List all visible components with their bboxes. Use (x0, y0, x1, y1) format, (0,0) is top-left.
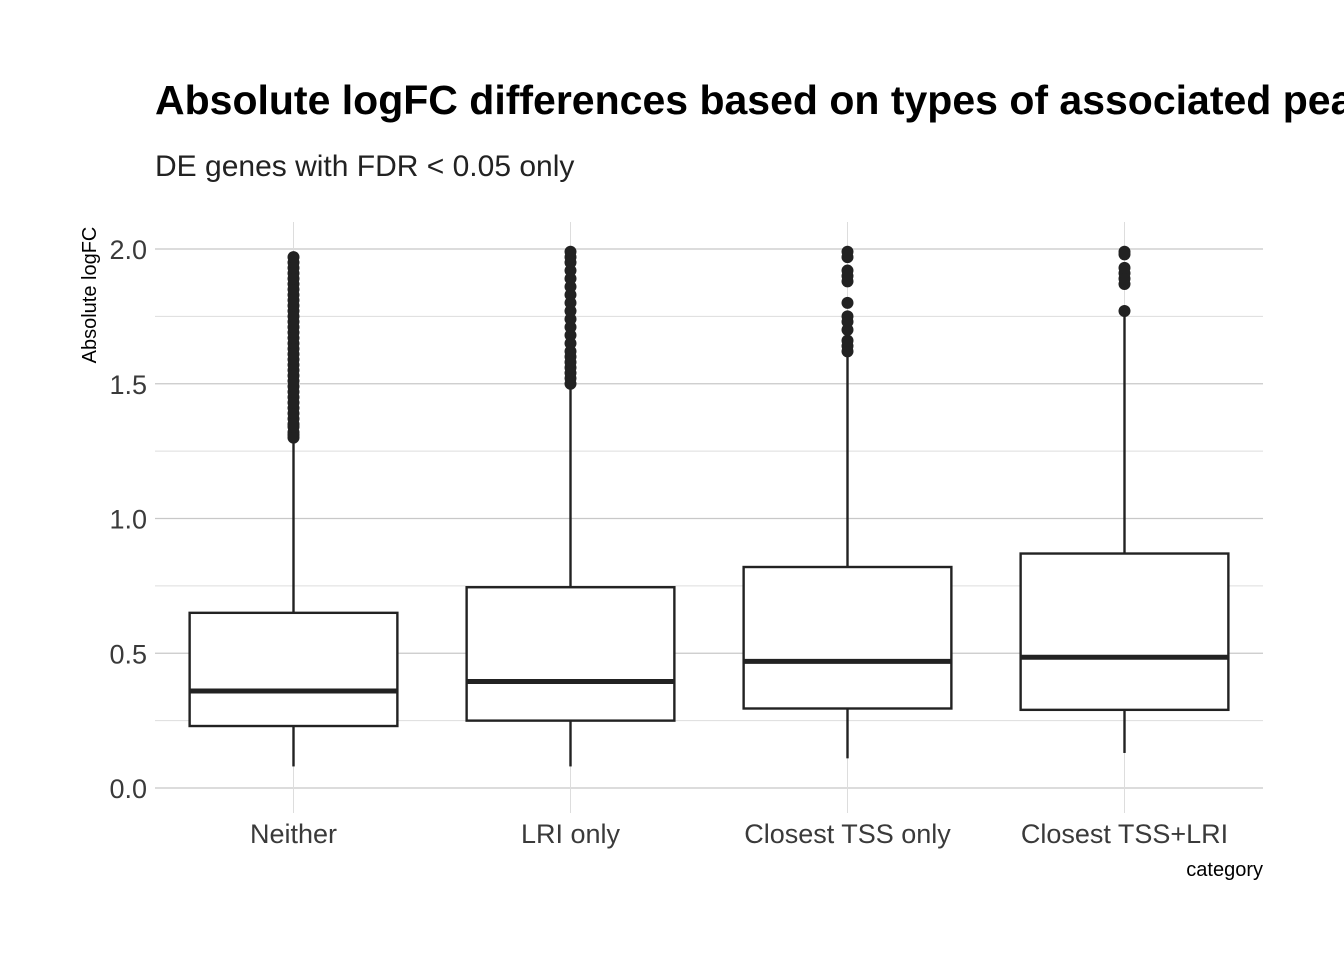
box-iqr (465, 586, 676, 722)
y-tick-label: 0.5 (109, 639, 147, 669)
box-iqr (188, 611, 399, 728)
outlier-point (841, 245, 854, 258)
box-group (1019, 245, 1230, 753)
y-tick-label: 1.5 (109, 370, 147, 400)
chart-subtitle: DE genes with FDR < 0.05 only (155, 150, 574, 183)
x-tick-label: Closest TSS+LRI (1021, 819, 1228, 849)
x-tick-label: LRI only (521, 819, 621, 849)
box-group (742, 245, 953, 759)
y-tick-label: 2.0 (109, 235, 147, 265)
outlier-point (564, 245, 577, 258)
box-iqr (1019, 552, 1230, 712)
x-tick-labels: Neither LRI only Closest TSS only Closest T… (250, 819, 1228, 849)
outlier-point (841, 334, 854, 347)
chart-title: Absolute logFC differences based on type… (155, 77, 1344, 123)
box-series (188, 245, 1230, 767)
y-tick-labels: 0.0 0.5 1.0 1.5 2.0 (109, 235, 147, 804)
outlier-point (287, 251, 300, 264)
outlier-point (841, 264, 854, 277)
y-tick-label: 0.0 (109, 774, 147, 804)
x-tick-label: Neither (250, 819, 337, 849)
y-axis-label: Absolute logFC (79, 227, 101, 364)
x-tick-label: Closest TSS only (744, 819, 951, 849)
outlier-point (1118, 304, 1131, 317)
outlier-point (841, 296, 854, 309)
outlier-point (1118, 245, 1131, 258)
box-group (465, 245, 676, 767)
x-axis-label: category (1186, 859, 1263, 881)
box-iqr (742, 565, 953, 710)
y-tick-label: 1.0 (109, 505, 147, 535)
box-group (188, 251, 399, 767)
outlier-point (841, 310, 854, 323)
outlier-point (1118, 261, 1131, 274)
